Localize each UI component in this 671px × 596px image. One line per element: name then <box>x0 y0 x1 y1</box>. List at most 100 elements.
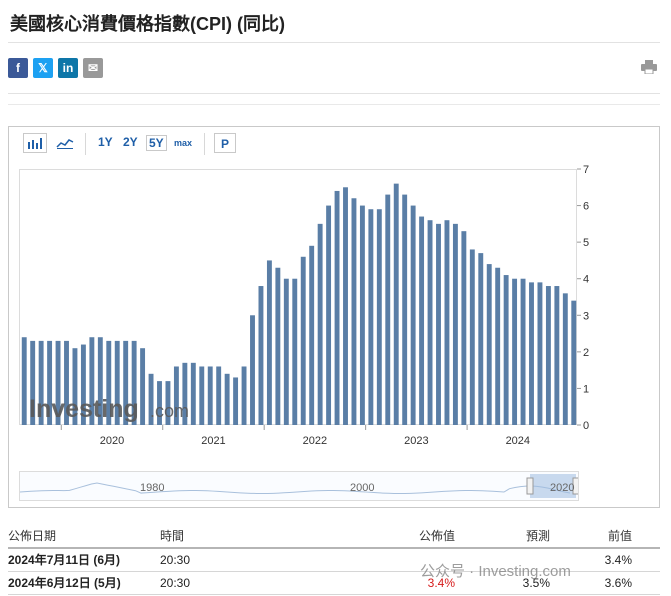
bar-chart-icon <box>28 138 42 149</box>
bar[interactable] <box>436 223 441 425</box>
bar[interactable] <box>97 337 103 425</box>
bar[interactable] <box>266 260 272 425</box>
bar-chart-button[interactable] <box>23 133 47 153</box>
bar[interactable] <box>545 286 551 425</box>
table-row: 2024年6月12日 (5月) 20:30 3.4% 3.5% 3.6% <box>8 572 660 595</box>
bar[interactable] <box>393 183 399 425</box>
bar[interactable] <box>30 340 36 425</box>
bar[interactable] <box>148 373 154 425</box>
bar[interactable] <box>114 340 120 425</box>
bar[interactable] <box>47 340 53 425</box>
navigator-selection <box>530 474 576 498</box>
divider <box>8 104 660 105</box>
bar[interactable] <box>376 209 382 425</box>
navigator-label: 2020 <box>550 482 574 494</box>
bar[interactable] <box>241 366 247 425</box>
bar[interactable] <box>359 205 365 425</box>
bar[interactable] <box>190 362 196 425</box>
bar[interactable] <box>233 377 239 425</box>
bar[interactable] <box>89 337 95 425</box>
bar[interactable] <box>495 267 501 425</box>
bar[interactable] <box>55 340 61 425</box>
page-title: 美國核心消費價格指數(CPI) (同比) <box>10 14 285 34</box>
twitter-share-button[interactable]: 𝕏 <box>33 58 53 78</box>
bar[interactable] <box>224 373 230 425</box>
chart-area: 0 1 2 3 4 5 6 7 2020 2021 2022 2023 2024 Investing … <box>19 164 649 447</box>
bar[interactable] <box>123 340 129 425</box>
bar[interactable] <box>216 366 222 425</box>
bar[interactable] <box>173 366 179 425</box>
bar[interactable] <box>520 278 526 425</box>
bar[interactable] <box>554 286 560 425</box>
investing-watermark: Investing .com <box>29 395 189 423</box>
bar[interactable] <box>461 231 467 425</box>
y-tick-label: 4 <box>583 274 589 286</box>
bar[interactable] <box>21 337 27 425</box>
bar[interactable] <box>165 381 171 425</box>
header-time: 時間 <box>160 529 185 543</box>
bar[interactable] <box>537 282 543 425</box>
cpi-bar-chart: 0 1 2 3 4 5 6 7 2020 2021 2022 2023 2024 Investing … <box>21 164 589 447</box>
bar[interactable] <box>486 264 492 425</box>
header-release-date: 公佈日期 <box>8 529 57 543</box>
bar[interactable] <box>503 275 509 425</box>
bar[interactable] <box>343 187 348 425</box>
bar[interactable] <box>368 209 374 425</box>
range-2y-button[interactable]: 2Y <box>123 135 138 149</box>
table-header: 公佈日期 時間 公佈值 預測 前值 <box>8 525 660 549</box>
bar[interactable] <box>72 348 78 425</box>
bar[interactable] <box>64 340 69 425</box>
bar[interactable] <box>512 278 518 425</box>
bar[interactable] <box>402 194 408 425</box>
range-5y-button[interactable]: 5Y <box>146 135 167 151</box>
p-button[interactable]: P <box>214 133 236 153</box>
bar[interactable] <box>351 198 357 425</box>
bar[interactable] <box>469 249 475 425</box>
navigator-handle[interactable] <box>572 477 578 495</box>
bar[interactable] <box>131 340 137 425</box>
bar[interactable] <box>207 366 213 425</box>
bar[interactable] <box>258 286 264 425</box>
bar[interactable] <box>317 223 323 425</box>
bar[interactable] <box>300 256 306 425</box>
bar[interactable] <box>571 300 577 425</box>
bar[interactable] <box>427 220 433 425</box>
bar[interactable] <box>182 362 188 425</box>
bar[interactable] <box>452 223 458 425</box>
x-tick-label: 2022 <box>303 435 327 447</box>
bar[interactable] <box>283 278 289 425</box>
bar[interactable] <box>157 381 162 425</box>
bar[interactable] <box>199 366 205 425</box>
bar[interactable] <box>334 190 340 425</box>
bar[interactable] <box>38 340 44 425</box>
bar[interactable] <box>478 253 484 425</box>
bar[interactable] <box>106 340 112 425</box>
linkedin-share-button[interactable]: in <box>58 58 78 78</box>
range-max-button[interactable]: max <box>174 138 193 148</box>
x-tick-label: 2021 <box>201 435 225 447</box>
bar[interactable] <box>410 205 416 425</box>
bar[interactable] <box>292 278 298 425</box>
bar[interactable] <box>275 267 281 425</box>
range-1y-button[interactable]: 1Y <box>98 135 113 149</box>
email-share-button[interactable]: ✉ <box>83 58 103 78</box>
y-tick-label: 2 <box>583 347 589 359</box>
bar[interactable] <box>419 216 425 425</box>
bar[interactable] <box>140 348 146 425</box>
print-icon[interactable] <box>641 60 657 74</box>
bar[interactable] <box>385 194 391 425</box>
bar[interactable] <box>562 293 568 425</box>
bar[interactable] <box>444 220 450 425</box>
bar[interactable] <box>80 344 86 425</box>
range-navigator[interactable]: 1980 2000 2020 <box>19 471 579 501</box>
navigator-handle[interactable] <box>526 477 534 495</box>
bar[interactable] <box>309 245 315 425</box>
bar[interactable] <box>529 282 534 425</box>
bar[interactable] <box>326 205 332 425</box>
bar[interactable] <box>250 315 255 425</box>
facebook-share-button[interactable]: f <box>8 58 28 78</box>
divider <box>8 93 660 94</box>
row-previous: 3.4% <box>604 553 632 567</box>
line-chart-button[interactable] <box>53 133 77 153</box>
header-forecast: 預測 <box>525 529 550 543</box>
